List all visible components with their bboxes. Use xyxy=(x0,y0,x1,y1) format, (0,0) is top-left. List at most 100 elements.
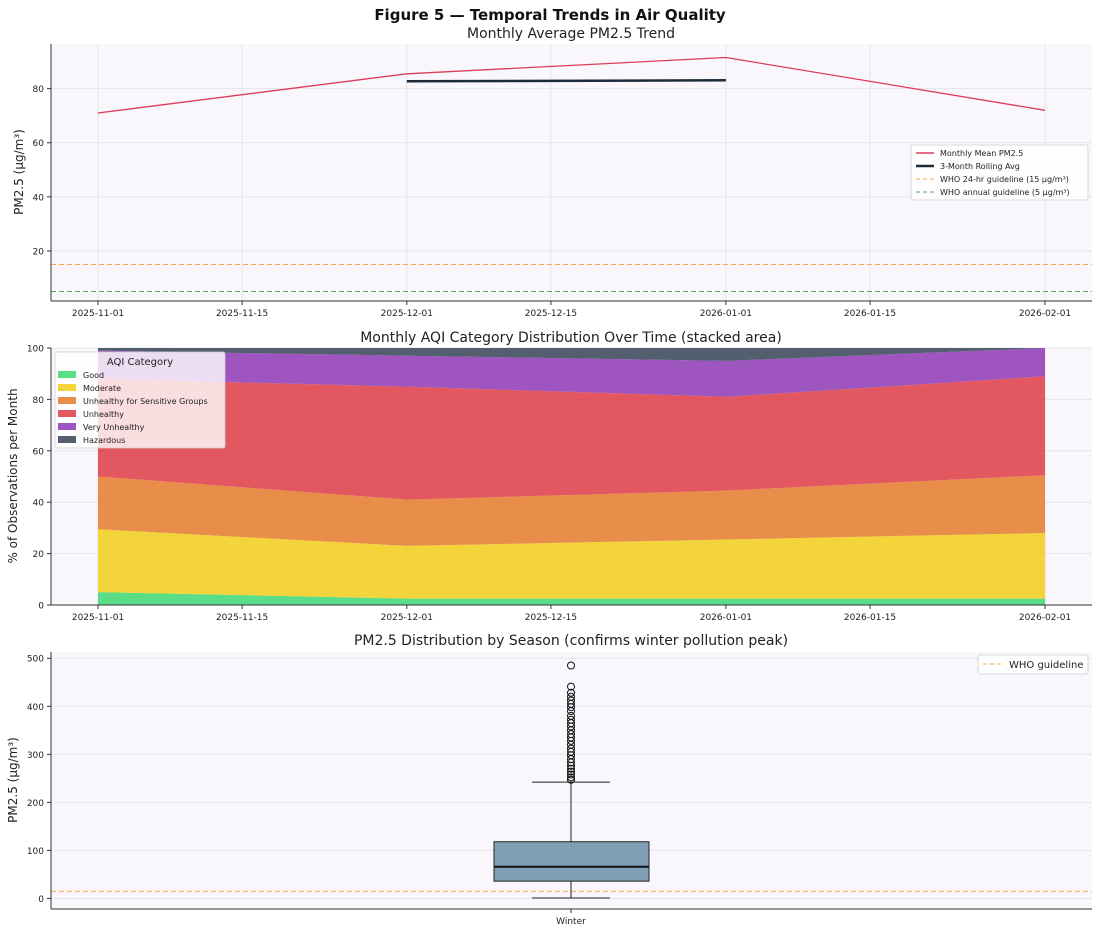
y-ticks-3: 0 100 200 300 400 500 xyxy=(27,655,51,905)
area-unhealthy-for-sensitive-groups xyxy=(98,475,1045,546)
legend-box-3 xyxy=(977,654,1089,675)
x-ticks-2: 2025-11-01 2025-11-15 2025-12-01 2025-12-15… xyxy=(72,605,1071,623)
legend-box-1 xyxy=(910,144,1089,201)
panel-pm25-trend: 2025-11-01 2025-11-15 2025-12-01 2025-12-15… xyxy=(12,26,1092,319)
x-tick-label-2: 2025-11-15 xyxy=(216,613,268,623)
outlier-point xyxy=(567,775,575,784)
series-1 xyxy=(97,56,1046,114)
outlier-point xyxy=(567,703,575,712)
area-very-unhealthy xyxy=(98,348,1045,397)
series-line-monthly-mean-pm2-5 xyxy=(97,56,1046,114)
outlier-point xyxy=(567,682,575,691)
chart-title-1: Monthly Average PM2.5 Trend xyxy=(467,26,675,42)
outlier-point xyxy=(567,758,575,767)
legend-1: Monthly Mean PM2.5 3-Month Rolling Avg W… xyxy=(910,144,1089,201)
legend-2: AQI Category Good Moderate Unhealthy for S… xyxy=(54,351,226,449)
outlier-point xyxy=(567,767,575,776)
y-tick-label-3: 200 xyxy=(27,799,44,809)
legend-box-2 xyxy=(54,351,226,449)
y-tick-label-2: 0 xyxy=(38,602,44,612)
legend-label-rolling-avg: 3-Month Rolling Avg xyxy=(940,162,1020,171)
legend-label-who-24h: WHO 24-hr guideline (15 µg/m³) xyxy=(940,175,1069,184)
x-tick-label-1: 2026-01-15 xyxy=(844,309,896,319)
outlier-point xyxy=(567,761,575,770)
series-line-3-month-rolling-avg xyxy=(406,79,726,83)
y-label-2: % of Observations per Month xyxy=(6,388,20,563)
area-moderate xyxy=(98,529,1045,599)
area-good xyxy=(98,592,1045,605)
y-label-1: PM2.5 (µg/m³) xyxy=(12,129,26,215)
y-tick-label-1: 40 xyxy=(33,193,45,203)
outlier-point xyxy=(567,764,575,773)
outlier-point xyxy=(567,661,575,670)
y-tick-label-2: 60 xyxy=(33,447,45,457)
x-tick-label-1: 2026-02-01 xyxy=(1019,309,1071,319)
legend-label-moderate: Moderate xyxy=(83,384,121,393)
y-tick-label-3: 400 xyxy=(27,703,44,713)
legend-swatch-unhealthy-for-sensitive-groups xyxy=(58,397,76,404)
x-tick-label-2: 2025-12-01 xyxy=(381,613,433,623)
chart-title-3: PM2.5 Distribution by Season (confirms w… xyxy=(354,633,788,649)
legend-label-hazardous: Hazardous xyxy=(83,436,125,445)
outlier-point xyxy=(567,773,575,782)
legend-label-good: Good xyxy=(83,371,104,380)
outlier-point xyxy=(567,736,575,745)
y-tick-label-1: 60 xyxy=(33,139,45,149)
x-tick-label-2: 2026-02-01 xyxy=(1019,613,1071,623)
y-label-3: PM2.5 (µg/m³) xyxy=(6,737,20,823)
legend-swatch-very-unhealthy xyxy=(58,423,76,430)
outlier-point xyxy=(567,770,575,779)
y-tick-label-2: 100 xyxy=(27,345,44,355)
x-tick-label-1: 2026-01-01 xyxy=(700,309,752,319)
x-ticks-1: 2025-11-01 2025-11-15 2025-12-01 2025-12-15… xyxy=(72,301,1071,319)
x-tick-label-winter: Winter xyxy=(556,917,586,927)
x-tick-label-2: 2025-12-15 xyxy=(525,613,577,623)
legend-label-very-unhealthy: Very Unhealthy xyxy=(83,423,145,432)
boxplot-3 xyxy=(493,661,650,899)
figure-title: Figure 5 — Temporal Trends in Air Qualit… xyxy=(374,6,726,24)
y-tick-label-3: 0 xyxy=(38,895,44,905)
outlier-point xyxy=(567,707,575,716)
y-tick-label-2: 20 xyxy=(33,550,45,560)
y-ticks-2: 0 20 40 60 80 100 xyxy=(27,345,51,612)
x-tick-label-1: 2025-12-01 xyxy=(381,309,433,319)
grid-3 xyxy=(51,657,1092,899)
y-ticks-1: 20 40 60 80 xyxy=(33,85,51,257)
x-tick-label-2: 2025-11-01 xyxy=(72,613,124,623)
legend-swatch-moderate xyxy=(58,384,76,391)
panel-season-box: 0 100 200 300 400 500 Winter PM2.5 Distributi… xyxy=(6,633,1092,927)
legend-label-monthly-mean: Monthly Mean PM2.5 xyxy=(940,149,1023,158)
outlier-point xyxy=(567,722,575,731)
legend-label-unhealthy: Unhealthy xyxy=(83,410,124,419)
box-iqr xyxy=(493,841,650,882)
area-hazardous xyxy=(98,348,1045,361)
x-tick-label-1: 2025-11-01 xyxy=(72,309,124,319)
legend-swatch-good xyxy=(58,371,76,378)
legend-label-who-annual: WHO annual guideline (5 µg/m³) xyxy=(940,188,1070,197)
x-tick-label-2: 2026-01-01 xyxy=(700,613,752,623)
y-tick-label-1: 80 xyxy=(33,85,45,95)
legend-title-2: AQI Category xyxy=(107,357,173,368)
panel-aqi-distribution: 2025-11-01 2025-11-15 2025-12-01 2025-12-15… xyxy=(6,330,1092,623)
y-tick-label-3: 300 xyxy=(27,751,44,761)
legend-items-2: Good Moderate Unhealthy for Sensitive Grou… xyxy=(58,371,208,445)
y-tick-label-2: 40 xyxy=(33,499,45,509)
x-tick-label-1: 2025-11-15 xyxy=(216,309,268,319)
y-tick-label-3: 500 xyxy=(27,655,44,665)
y-tick-label-2: 80 xyxy=(33,396,45,406)
legend-swatch-hazardous xyxy=(58,436,76,443)
area-unhealthy xyxy=(98,376,1045,500)
legend-label-who-guideline: WHO guideline xyxy=(1009,660,1083,671)
legend-swatch-unhealthy xyxy=(58,410,76,417)
legend-3: WHO guideline xyxy=(977,654,1089,675)
y-tick-label-3: 100 xyxy=(27,847,44,857)
x-tick-label-1: 2025-12-15 xyxy=(525,309,577,319)
y-tick-label-1: 20 xyxy=(33,247,45,257)
chart-title-2: Monthly AQI Category Distribution Over T… xyxy=(360,330,782,346)
legend-label-unhealthy-for-sensitive-groups: Unhealthy for Sensitive Groups xyxy=(83,397,208,406)
guidelines-1 xyxy=(51,263,1092,293)
x-tick-label-2: 2026-01-15 xyxy=(844,613,896,623)
areas-2 xyxy=(98,348,1045,605)
outlier-point xyxy=(567,688,575,697)
